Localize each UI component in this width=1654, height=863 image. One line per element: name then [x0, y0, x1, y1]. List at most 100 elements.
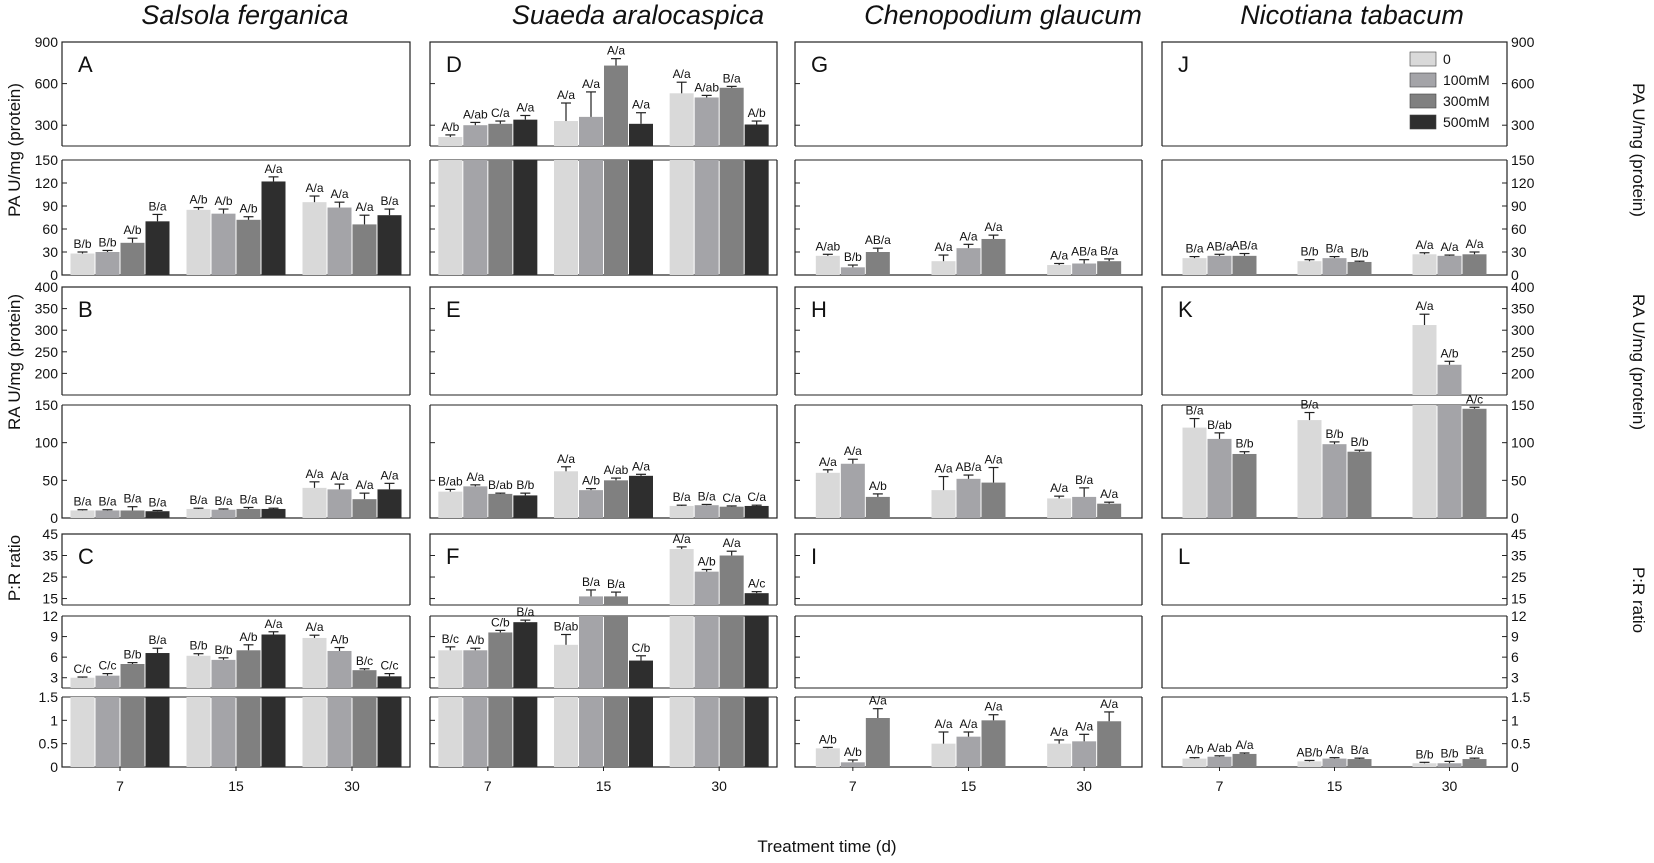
legend-swatch-300mM: [1409, 93, 1437, 109]
sig-label-F: B/ab: [554, 620, 579, 634]
bar-K-30-0: [1412, 325, 1437, 395]
bar-F-30-0: [669, 697, 694, 767]
sig-label-E: A/a: [632, 459, 650, 473]
y-tick-label: 900: [35, 34, 59, 50]
bar-A-7-300mM: [120, 242, 145, 275]
y-axis-title-pa-left: PA U/mg (protein): [5, 83, 24, 217]
bar-E-15-300mM: [604, 480, 628, 518]
sig-label-B: B/a: [123, 492, 141, 506]
sig-label-C: A/a: [264, 617, 282, 631]
sig-label-A: A/b: [239, 202, 257, 216]
bar-C-7-300mM: [120, 697, 145, 767]
sig-label-C: C/c: [74, 662, 92, 676]
bar-I-30-100mM: [1072, 741, 1097, 767]
y-axis-title-pr-left: P:R ratio: [5, 535, 24, 601]
sig-label-H: A/a: [819, 455, 837, 469]
bar-H-30-100mM: [1072, 496, 1097, 518]
sig-label-L: B/b: [1415, 747, 1433, 761]
bar-D-15-0: [554, 160, 578, 275]
axis-break-E-0: [422, 395, 785, 405]
sig-label-B: A/a: [330, 469, 348, 483]
bar-F-15-500mM: [629, 660, 653, 688]
sig-label-C: B/b: [123, 648, 141, 662]
bar-C-7-100mM: [95, 675, 120, 688]
bar-A-30-300mM: [352, 224, 377, 275]
y-tick-label: 150: [35, 397, 59, 413]
bar-A-15-100mM: [211, 213, 236, 275]
x-tick-label: 30: [344, 778, 360, 794]
sig-label-K: A/a: [1415, 299, 1433, 313]
bar-L-15-300mM: [1347, 759, 1372, 767]
sig-label-C: B/b: [189, 639, 207, 653]
bar-D-15-300mM: [604, 160, 628, 275]
row-titles: PA U/mg (protein) RA U/mg (protein) P:R …: [5, 83, 1648, 633]
bar-B-15-300mM: [236, 508, 261, 518]
bar-H-7-300mM: [865, 496, 890, 518]
y-tick-label: 9: [50, 629, 58, 645]
y-tick-label: 1: [1511, 712, 1519, 728]
bar-C-7-0: [70, 677, 95, 688]
bar-E-7-0: [438, 491, 463, 518]
bar-F-30-500mM: [744, 616, 769, 688]
bar-F-7-300mM: [488, 697, 513, 767]
axis-break-C-1: [54, 688, 418, 697]
sig-label-A: A/b: [189, 193, 207, 207]
panel-letter-H: H: [811, 297, 827, 322]
bar-F-30-300mM: [719, 697, 744, 767]
bar-E-30-100mM: [694, 505, 719, 518]
y-tick-label: 90: [42, 198, 58, 214]
bar-C-7-100mM: [95, 697, 120, 767]
panel-C: C 15 25 35 45 3 6 9 12 0 0.5 1 1.5 C/c C/c B/b B/a 7 B/b B/…: [39, 526, 418, 794]
sig-label-E: B/b: [516, 478, 534, 492]
bar-L-30-300mM: [1462, 759, 1487, 767]
bar-B-7-100mM: [95, 510, 120, 518]
y-tick-label: 300: [1511, 322, 1535, 338]
sig-label-I: A/b: [819, 732, 837, 746]
bar-D-7-100mM: [463, 125, 488, 146]
sig-label-F: C/b: [632, 641, 651, 655]
sig-label-A: A/a: [264, 162, 282, 176]
bar-L-7-0: [1182, 758, 1207, 767]
bar-D-7-300mM: [488, 123, 513, 146]
sig-label-I: A/a: [869, 694, 887, 708]
bar-J-7-300mM: [1232, 255, 1257, 275]
sig-label-J: AB/a: [1231, 239, 1257, 253]
sig-label-L: B/a: [1465, 743, 1483, 757]
sig-label-K: A/b: [1440, 346, 1458, 360]
panel-letter-G: G: [811, 52, 828, 77]
sig-label-E: B/a: [698, 489, 716, 503]
panel-letter-E: E: [446, 297, 461, 322]
sig-label-J: A/a: [1415, 238, 1433, 252]
bar-J-15-300mM: [1347, 261, 1372, 275]
bar-F-7-0: [438, 697, 463, 767]
bar-B-15-500mM: [261, 508, 286, 518]
bar-J-7-0: [1182, 258, 1207, 275]
bar-B-30-0: [302, 487, 327, 518]
sig-label-B: B/a: [214, 494, 232, 508]
bar-F-30-100mM: [694, 571, 719, 605]
bar-D-7-100mM: [463, 160, 488, 275]
y-tick-label: 50: [42, 472, 58, 488]
x-tick-label: 30: [1076, 778, 1092, 794]
axis-break-I-1: [787, 688, 1150, 697]
axis-break-F-0: [422, 605, 785, 616]
y-tick-label: 12: [42, 608, 58, 624]
y-tick-label: 150: [1511, 152, 1535, 168]
bar-C-30-100mM: [327, 650, 352, 688]
y-tick-label: 15: [1511, 591, 1527, 607]
y-tick-label: 300: [35, 117, 59, 133]
bar-E-7-100mM: [463, 486, 488, 518]
y-tick-label: 35: [42, 548, 58, 564]
bar-D-30-100mM: [694, 160, 719, 275]
y-tick-label: 25: [42, 569, 58, 585]
x-tick-label: 15: [228, 778, 244, 794]
y-tick-label: 1.5: [1511, 689, 1531, 705]
panel-E: EB/ab A/aB/ab B/bA/aA/bA/ab A/aB/a B/a C/a C/a: [422, 286, 785, 519]
x-tick-label: 30: [1442, 778, 1458, 794]
x-axis-title: Treatment time (d): [757, 837, 896, 856]
sig-label-E: B/ab: [438, 474, 463, 488]
sig-label-L: B/b: [1440, 746, 1458, 760]
sig-label-B: B/a: [189, 493, 207, 507]
sig-label-A: A/a: [330, 187, 348, 201]
